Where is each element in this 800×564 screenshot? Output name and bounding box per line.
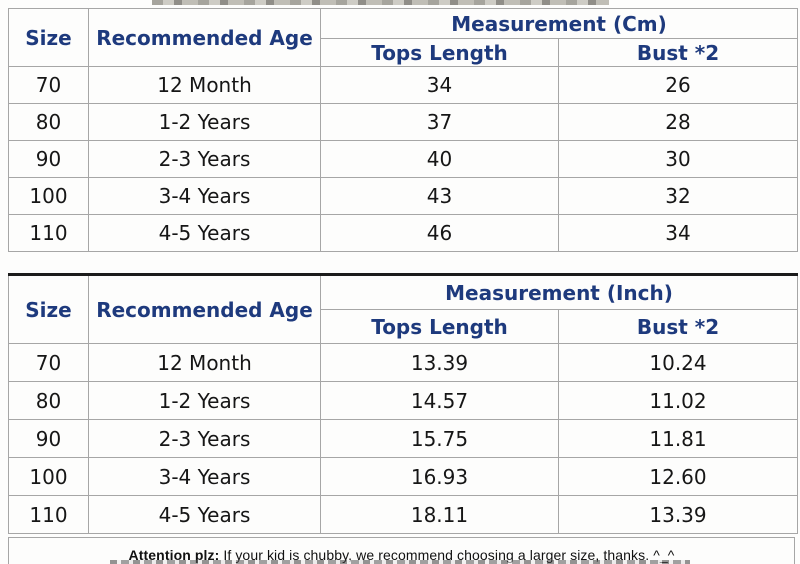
cell-bust: 11.02: [557, 381, 799, 420]
cell-size: 110: [8, 495, 89, 534]
cell-bust: 11.81: [557, 419, 799, 458]
table-row: 100 3-4 Years 16.93 12.60: [8, 457, 799, 496]
cell-age: 2-3 Years: [88, 419, 321, 458]
cell-size: 90: [8, 419, 89, 458]
cell-size: 100: [8, 177, 89, 215]
header-row: Size Recommended Age Measurement (Inch): [8, 274, 799, 344]
cell-size: 100: [8, 457, 89, 496]
col-header-bust: Bust *2: [557, 309, 799, 344]
cell-bust: 26: [558, 66, 798, 104]
header-row: Size Recommended Age Measurement (Cm): [8, 8, 798, 67]
cell-bust: 28: [558, 103, 798, 141]
attention-label: Attention plz:: [128, 547, 220, 563]
footer-attention-note: Attention plz: If your kid is chubby, we…: [8, 537, 795, 564]
col-header-bust: Bust *2: [558, 38, 798, 67]
col-header-age: Recommended Age: [88, 274, 321, 344]
table-row: 80 1-2 Years 14.57 11.02: [8, 381, 799, 420]
cell-age: 1-2 Years: [88, 103, 321, 141]
cell-bust: 12.60: [557, 457, 799, 496]
table-row: 80 1-2 Years 37 28: [8, 103, 798, 141]
cell-age: 4-5 Years: [88, 495, 321, 534]
cell-tops-length: 46: [320, 214, 559, 252]
cell-tops-length: 43: [320, 177, 559, 215]
cell-age: 1-2 Years: [88, 381, 321, 420]
table-row: 70 12 Month 13.39 10.24: [8, 343, 799, 382]
cell-tops-length: 34: [320, 66, 559, 104]
cell-tops-length: 14.57: [320, 381, 559, 420]
table-row: 90 2-3 Years 40 30: [8, 140, 798, 178]
cell-bust: 32: [558, 177, 798, 215]
col-header-size: Size: [8, 274, 89, 344]
table-row: 110 4-5 Years 18.11 13.39: [8, 495, 799, 534]
table-row: 100 3-4 Years 43 32: [8, 177, 798, 215]
col-header-tops-length: Tops Length: [320, 38, 559, 67]
size-chart-table-inch: Size Recommended Age Measurement (Inch) …: [8, 273, 799, 534]
table-row: 70 12 Month 34 26: [8, 66, 798, 104]
cell-bust: 13.39: [557, 495, 799, 534]
cell-tops-length: 13.39: [320, 343, 559, 382]
cell-tops-length: 37: [320, 103, 559, 141]
cell-size: 110: [8, 214, 89, 252]
cell-tops-length: 16.93: [320, 457, 559, 496]
cell-size: 70: [8, 343, 89, 382]
cell-size: 70: [8, 66, 89, 104]
table-row: 110 4-5 Years 46 34: [8, 214, 798, 252]
size-chart-table-cm: Size Recommended Age Measurement (Cm) To…: [8, 8, 798, 252]
cell-age: 4-5 Years: [88, 214, 321, 252]
attention-text: If your kid is chubby, we recommend choo…: [219, 547, 675, 563]
cell-size: 80: [8, 381, 89, 420]
col-header-age: Recommended Age: [88, 8, 321, 67]
subheader-row: Tops Length Bust *2: [9, 38, 798, 67]
cell-bust: 10.24: [557, 343, 799, 382]
cell-age: 12 Month: [88, 66, 321, 104]
photo-edge-strip-bottom: [110, 560, 690, 564]
cell-age: 3-4 Years: [88, 177, 321, 215]
cell-age: 3-4 Years: [88, 457, 321, 496]
cell-size: 90: [8, 140, 89, 178]
cell-tops-length: 18.11: [320, 495, 559, 534]
table-row: 90 2-3 Years 15.75 11.81: [8, 419, 799, 458]
cell-bust: 34: [558, 214, 798, 252]
col-header-tops-length: Tops Length: [320, 309, 559, 344]
photo-edge-strip-top: [152, 0, 609, 5]
cell-tops-length: 40: [320, 140, 559, 178]
cell-age: 12 Month: [88, 343, 321, 382]
cell-size: 80: [8, 103, 89, 141]
col-header-measurement-inch: Measurement (Inch): [319, 274, 799, 310]
cell-age: 2-3 Years: [88, 140, 321, 178]
cell-tops-length: 15.75: [320, 419, 559, 458]
col-header-measurement-cm: Measurement (Cm): [320, 8, 798, 39]
cell-bust: 30: [558, 140, 798, 178]
col-header-size: Size: [8, 8, 89, 67]
